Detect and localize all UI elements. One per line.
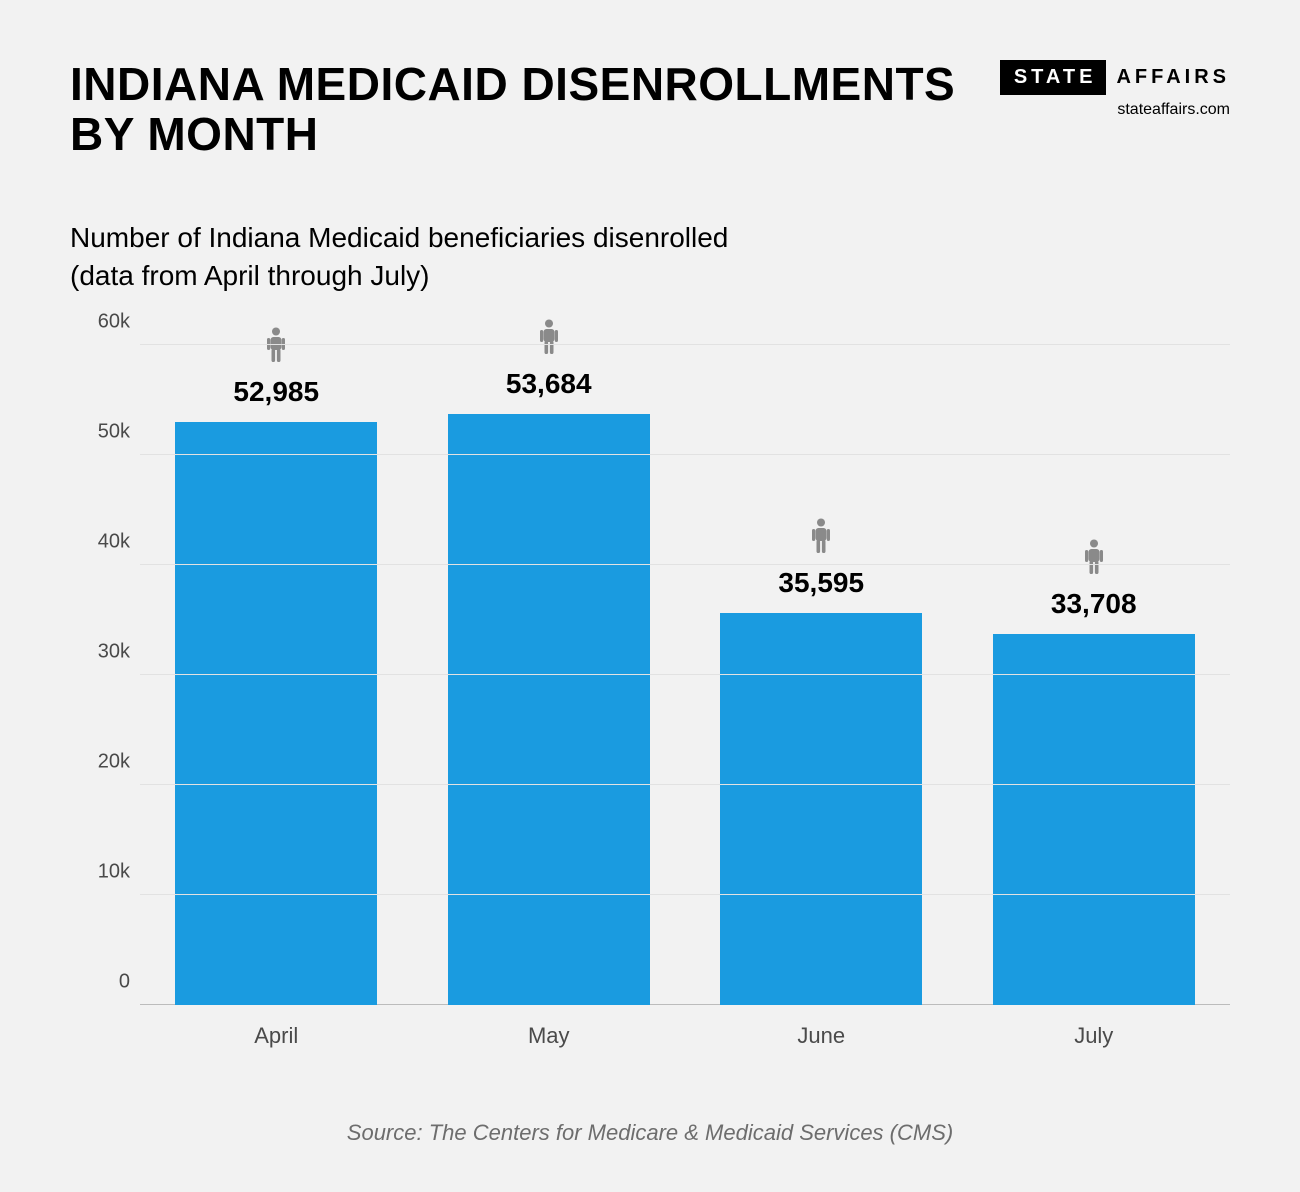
x-tick-label: June	[685, 1023, 958, 1049]
x-tick-label: April	[140, 1023, 413, 1049]
person-icon	[540, 319, 558, 355]
gridline	[140, 564, 1230, 565]
bar-slot: 52,985	[140, 345, 413, 1005]
y-tick-label: 50k	[70, 420, 130, 443]
y-tick-label: 10k	[70, 860, 130, 883]
y-tick-label: 30k	[70, 640, 130, 663]
gridline	[140, 674, 1230, 675]
chart-subtitle: Number of Indiana Medicaid beneficiaries…	[70, 219, 1230, 295]
x-tick-label: July	[958, 1023, 1231, 1049]
y-tick-label: 20k	[70, 750, 130, 773]
logo-badge: STATE AFFAIRS	[1000, 60, 1230, 95]
person-icon	[540, 319, 558, 360]
chart-container: 52,985 53,684 35,595 33,708 0 10k 20k 30k 40…	[70, 345, 1230, 1065]
bar: 52,985	[175, 422, 377, 1005]
title-line-1: INDIANA MEDICAID DISENROLLMENTS	[70, 58, 955, 110]
bar-slot: 35,595	[685, 345, 958, 1005]
logo-affairs-text: AFFAIRS	[1116, 66, 1230, 89]
logo-state-text: STATE	[1000, 60, 1107, 95]
plot-area: 52,985 53,684 35,595 33,708 010k20k30k40…	[140, 345, 1230, 1005]
gridline	[140, 344, 1230, 345]
y-tick-label: 60k	[70, 310, 130, 333]
x-axis-labels: AprilMayJuneJuly	[140, 1023, 1230, 1049]
bar-slot: 53,684	[413, 345, 686, 1005]
x-tick-label: May	[413, 1023, 686, 1049]
gridline	[140, 784, 1230, 785]
bar: 53,684	[448, 414, 650, 1005]
chart-title: INDIANA MEDICAID DISENROLLMENTS BY MONTH	[70, 60, 955, 159]
bars-row: 52,985 53,684 35,595 33,708	[140, 345, 1230, 1005]
subtitle-line-1: Number of Indiana Medicaid beneficiaries…	[70, 222, 728, 253]
title-line-2: BY MONTH	[70, 108, 319, 160]
y-tick-label: 40k	[70, 530, 130, 553]
bar-value-label: 52,985	[233, 376, 319, 408]
logo-url: stateaffairs.com	[1117, 101, 1230, 119]
subtitle-line-2: (data from April through July)	[70, 260, 430, 291]
person-icon	[1085, 539, 1103, 575]
source-line: Source: The Centers for Medicare & Medic…	[70, 1120, 1230, 1146]
person-icon	[267, 327, 285, 368]
person-icon	[267, 327, 285, 363]
gridline	[140, 454, 1230, 455]
bar: 35,595	[720, 613, 922, 1005]
header-row: INDIANA MEDICAID DISENROLLMENTS BY MONTH…	[70, 60, 1230, 159]
gridline	[140, 894, 1230, 895]
publisher-logo: STATE AFFAIRS stateaffairs.com	[1000, 60, 1230, 119]
bar: 33,708	[993, 634, 1195, 1005]
bar-slot: 33,708	[958, 345, 1231, 1005]
bar-value-label: 35,595	[778, 567, 864, 599]
person-icon	[812, 518, 830, 559]
person-icon	[812, 518, 830, 554]
person-icon	[1085, 539, 1103, 580]
y-tick-label: 0	[70, 970, 130, 993]
bar-value-label: 53,684	[506, 368, 592, 400]
bar-value-label: 33,708	[1051, 588, 1137, 620]
